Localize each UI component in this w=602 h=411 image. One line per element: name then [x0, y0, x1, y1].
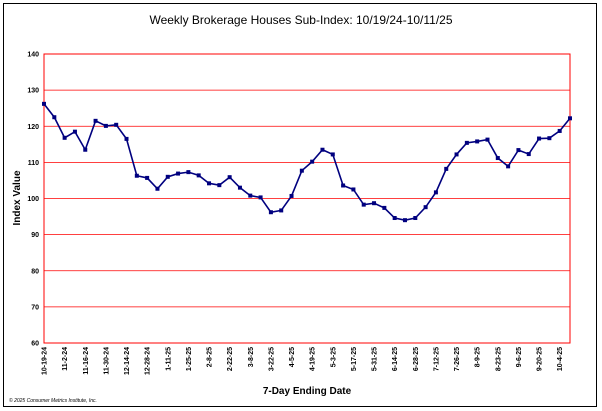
x-tick-label: 11-2-24 — [62, 347, 69, 371]
x-tick-label: 3-22-25 — [268, 347, 275, 371]
data-point — [299, 168, 304, 173]
data-point — [176, 171, 181, 176]
x-tick-label: 12-14-24 — [124, 347, 131, 375]
data-point — [237, 185, 242, 190]
x-tick-label: 9-20-25 — [537, 347, 544, 371]
chart-frame — [3, 3, 597, 407]
grid — [44, 53, 570, 344]
data-point — [557, 128, 562, 133]
copyright-text: © 2025 Consumer Metrics Institute, Inc. — [9, 397, 97, 404]
data-point — [402, 218, 407, 223]
data-point — [310, 159, 315, 164]
x-tick-label: 5-3-25 — [330, 347, 337, 367]
x-tick-label: 8-9-25 — [475, 347, 482, 367]
data-point — [413, 216, 418, 221]
data-point — [423, 205, 428, 210]
data-point — [526, 152, 531, 157]
data-point — [320, 147, 325, 152]
x-tick-label: 12-28-24 — [145, 347, 152, 375]
data-point — [114, 122, 119, 127]
data-point — [186, 170, 191, 175]
x-axis-label: 7-Day Ending Date — [263, 386, 352, 397]
data-point — [155, 186, 160, 191]
y-axis: 60 70 80 90 100 110 120 130 140 — [27, 52, 39, 348]
data-point — [361, 202, 366, 207]
x-tick-label: 9-6-25 — [516, 347, 523, 367]
x-tick-label: 7-12-25 — [433, 347, 440, 371]
x-tick-label: 6-28-25 — [413, 347, 420, 371]
data-point — [145, 175, 150, 180]
data-point — [537, 136, 542, 141]
chart-title: Weekly Brokerage Houses Sub-Index: 10/19… — [149, 13, 452, 27]
data-point — [568, 116, 572, 121]
x-tick-label: 8-23-25 — [495, 347, 502, 371]
data-point — [351, 187, 356, 192]
data-point — [62, 135, 67, 140]
y-tick-label: 90 — [31, 232, 39, 239]
x-tick-label: 2-22-25 — [227, 347, 234, 371]
data-point — [495, 156, 500, 161]
data-point — [217, 183, 222, 188]
data-point — [330, 152, 335, 157]
x-tick-label: 11-30-24 — [103, 347, 110, 375]
data-point — [454, 152, 459, 157]
data-point — [485, 137, 490, 142]
data-point — [227, 175, 232, 180]
y-tick-label: 140 — [27, 52, 39, 59]
data-point — [124, 136, 129, 141]
data-point — [372, 201, 377, 206]
data-point — [506, 164, 511, 169]
x-tick-label: 2-8-25 — [207, 347, 214, 367]
x-tick-label: 6-14-25 — [392, 347, 399, 371]
data-point — [289, 193, 294, 198]
data-point — [382, 205, 387, 210]
x-tick-label: 5-17-25 — [351, 347, 358, 371]
x-axis: 10-19-24 11-2-24 11-16-24 11-30-24 12-14-24 1… — [42, 347, 565, 375]
data-point — [83, 147, 88, 152]
y-tick-label: 100 — [27, 196, 39, 203]
y-tick-label: 70 — [31, 304, 39, 311]
data-point — [72, 129, 77, 134]
y-axis-label: Index Value — [12, 170, 23, 225]
data-point — [268, 210, 273, 215]
data-point — [279, 208, 284, 213]
x-tick-label: 5-31-25 — [372, 347, 379, 371]
data-point — [93, 118, 98, 123]
data-point — [444, 166, 449, 171]
data-point — [464, 140, 469, 145]
data-point — [433, 190, 438, 195]
data-point — [134, 173, 139, 178]
x-tick-label: 1-11-25 — [165, 347, 172, 371]
data-point — [165, 174, 170, 179]
x-tick-label: 10-4-25 — [557, 347, 564, 371]
data-point — [341, 183, 346, 188]
x-tick-label: 7-26-25 — [454, 347, 461, 371]
data-point — [42, 101, 46, 106]
y-tick-label: 130 — [27, 88, 39, 95]
data-point — [392, 216, 397, 221]
data-point — [207, 181, 212, 186]
x-tick-label: 10-19-24 — [42, 347, 49, 375]
x-tick-label: 4-5-25 — [289, 347, 296, 367]
x-tick-label: 11-16-24 — [83, 347, 90, 375]
y-tick-label: 60 — [31, 341, 39, 348]
data-point — [475, 139, 480, 144]
data-point — [52, 115, 57, 120]
data-point — [103, 123, 108, 128]
x-tick-label: 1-25-25 — [186, 347, 193, 371]
x-tick-label: 3-8-25 — [248, 347, 255, 367]
y-tick-label: 110 — [28, 160, 39, 167]
data-point — [258, 195, 263, 200]
data-point — [547, 136, 552, 141]
data-point — [196, 173, 201, 178]
y-tick-label: 120 — [27, 124, 39, 131]
data-point — [516, 148, 521, 153]
series-markers — [42, 101, 572, 223]
x-tick-label: 4-19-25 — [310, 347, 317, 371]
plot-area-border — [43, 53, 571, 344]
series-line — [43, 103, 571, 221]
y-tick-label: 80 — [31, 268, 39, 275]
data-point — [248, 193, 253, 198]
